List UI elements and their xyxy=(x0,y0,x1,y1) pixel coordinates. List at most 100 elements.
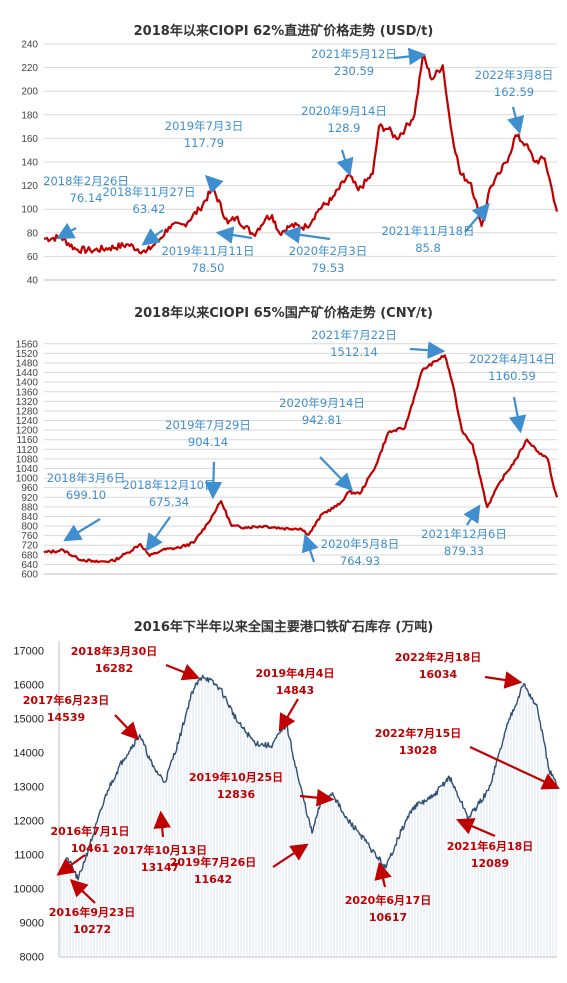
y-tick-label: 8000 xyxy=(20,952,44,964)
annotation-date: 2020年9月14日 xyxy=(301,104,387,118)
annotation-value: 12089 xyxy=(471,857,509,870)
annotation-arrow xyxy=(153,810,171,838)
chart-65-domestic-ore-price: 2018年以来CIOPI 65%国产矿价格走势 (CNY/t)156015201… xyxy=(16,305,559,581)
annotation-date: 2021年6月18日 xyxy=(447,839,534,853)
y-tick-label: 1160 xyxy=(16,435,38,446)
y-tick-label: 120 xyxy=(21,181,38,192)
annotation-arrow xyxy=(299,788,335,807)
annotation-arrow xyxy=(272,843,309,868)
y-tick-label: 180 xyxy=(21,110,38,121)
series-line xyxy=(43,354,559,564)
annotation-value: 76.14 xyxy=(70,191,103,205)
annotation-date: 2017年10月13日 xyxy=(113,843,207,857)
y-tick-label: 10000 xyxy=(13,884,44,896)
annotation-arrow xyxy=(215,226,253,244)
chart-62-import-ore-price: 2018年以来CIOPI 62%直进矿价格走势 (USD/t) 240 220 200… xyxy=(21,23,559,287)
annotation-arrow xyxy=(336,149,354,177)
y-tick-label: 13000 xyxy=(13,782,44,794)
annotation-value: 879.33 xyxy=(444,544,484,558)
series-line xyxy=(43,54,559,255)
annotation-arrow xyxy=(463,504,481,526)
y-tick-label: 12000 xyxy=(13,816,44,828)
annotation-arrow xyxy=(464,202,490,233)
y-tick-label: 1560 xyxy=(16,339,39,350)
annotation-date: 2018年11月27日 xyxy=(102,185,195,199)
annotation-arrow xyxy=(63,518,101,542)
annotation-value: 128.9 xyxy=(328,121,361,135)
y-tick-label: 1000 xyxy=(16,474,39,485)
y-tick-label: 1360 xyxy=(16,387,39,398)
annotation-arrow xyxy=(409,341,446,359)
y-tick-label: 1400 xyxy=(16,378,39,389)
y-tick-label: 9000 xyxy=(20,918,44,930)
y-tick-label: 220 xyxy=(21,63,38,74)
y-tick-label: 640 xyxy=(21,560,38,571)
annotation-arrow xyxy=(204,461,223,500)
y-tick-label: 1120 xyxy=(16,445,38,456)
y-tick-label: 1200 xyxy=(16,426,39,437)
annotation-date: 2016年7月1日 xyxy=(51,824,130,838)
annotation-value: 675.34 xyxy=(149,495,189,509)
annotation-arrow xyxy=(319,456,354,492)
annotation-arrow xyxy=(469,746,560,790)
annotation-date: 2018年3月30日 xyxy=(71,644,158,658)
annotation-value: 63.42 xyxy=(133,202,166,216)
annotation-value: 10617 xyxy=(369,911,407,924)
annotation-date: 2019年7月29日 xyxy=(165,418,251,432)
y-tick-label: 1280 xyxy=(16,406,39,417)
annotation-date: 2020年5月8日 xyxy=(321,537,399,551)
annotation-value: 14843 xyxy=(276,684,314,697)
annotation-arrow xyxy=(374,861,392,888)
y-tick-label: 40 xyxy=(27,276,39,287)
y-tick-label: 60 xyxy=(27,252,39,263)
annotation-value: 904.14 xyxy=(188,435,228,449)
annotation-value: 1512.14 xyxy=(330,345,378,359)
annotation-date: 2019年11月11日 xyxy=(161,244,254,258)
annotation-value: 10272 xyxy=(73,923,111,936)
annotation-value: 764.93 xyxy=(340,554,380,568)
annotation-date: 2021年5月12日 xyxy=(311,47,397,61)
annotation-date: 2018年2月26日 xyxy=(43,174,129,188)
series-line xyxy=(58,674,558,881)
annotation-arrow xyxy=(69,878,96,904)
annotation-date: 2022年3月8日 xyxy=(475,68,553,82)
annotation-date: 2022年7月15日 xyxy=(375,726,462,740)
y-tick-label: 840 xyxy=(21,512,38,523)
y-tick-label: 1520 xyxy=(16,349,39,360)
annotation-arrow xyxy=(141,228,164,246)
annotation-date: 2022年4月14日 xyxy=(469,352,555,366)
annotation-date: 2018年3月6日 xyxy=(47,471,125,485)
annotation-date: 2018年12月10日 xyxy=(122,478,215,492)
annotation-arrow xyxy=(282,226,331,244)
annotation-date: 2017年6月23日 xyxy=(23,693,110,707)
annotation-date: 2020年6月17日 xyxy=(345,893,432,907)
annotation-date: 2019年7月26日 xyxy=(170,855,257,869)
y-tick-label: 100 xyxy=(21,205,38,216)
chart-title: 2016年下半年以来全国主要港口铁矿石库存 (万吨) xyxy=(134,619,434,635)
y-tick-label: 17000 xyxy=(13,646,44,658)
annotation-date: 2019年4月4日 xyxy=(256,666,335,680)
y-tick-label: 140 xyxy=(21,158,38,169)
annotation-value: 14539 xyxy=(47,711,85,724)
annotation-arrow xyxy=(165,663,201,681)
annotation-value: 117.79 xyxy=(184,136,224,150)
chart-title: 2018年以来CIOPI 65%国产矿价格走势 (CNY/t) xyxy=(134,305,433,321)
annotation-value: 11642 xyxy=(194,873,232,886)
y-tick-label: 960 xyxy=(21,483,38,494)
annotation-arrow xyxy=(508,396,527,434)
y-tick-label: 14000 xyxy=(13,748,44,760)
annotation-value: 79.53 xyxy=(312,261,345,275)
y-tick-label: 1440 xyxy=(16,368,39,379)
annotation-value: 230.59 xyxy=(334,64,374,78)
annotation-date: 2022年2月18日 xyxy=(395,650,482,664)
annotation-value: 10461 xyxy=(71,842,109,855)
annotation-arrow xyxy=(56,222,77,240)
y-tick-label: 240 xyxy=(21,40,38,51)
y-tick-label: 760 xyxy=(21,531,38,542)
annotation-date: 2016年9月23日 xyxy=(49,905,136,919)
annotation-date: 2021年12月6日 xyxy=(421,527,507,541)
y-tick-label: 1480 xyxy=(16,358,39,369)
annotation-date: 2019年10月25日 xyxy=(189,770,283,784)
y-tick-label: 920 xyxy=(21,493,38,504)
y-tick-label: 15000 xyxy=(13,714,44,726)
